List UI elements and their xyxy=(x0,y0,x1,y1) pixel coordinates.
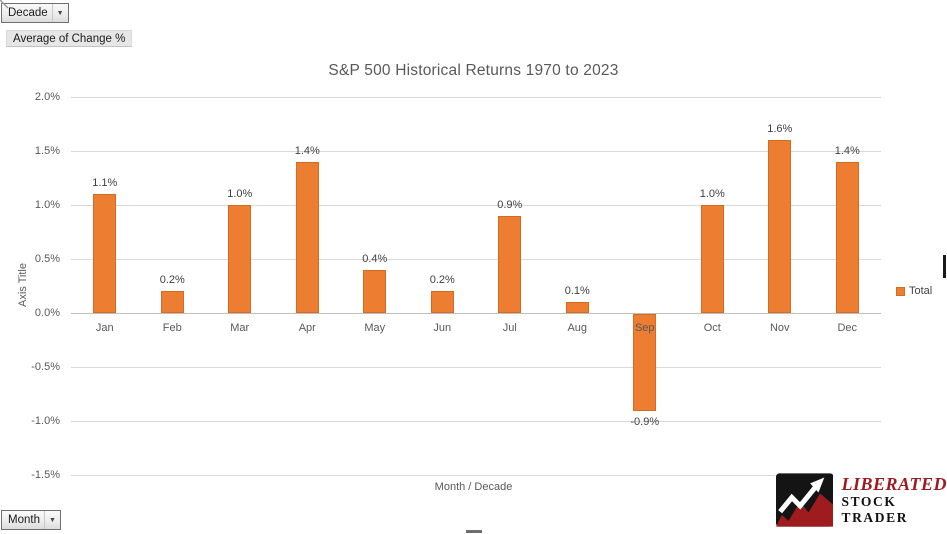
sheet-corner-mark xyxy=(0,0,9,9)
bar-apr[interactable] xyxy=(295,161,319,313)
data-label-mar: 1.0% xyxy=(227,188,253,200)
y-tick-label: 1.0% xyxy=(34,199,60,211)
bar-jun[interactable] xyxy=(430,291,454,313)
y-tick-label: 1.5% xyxy=(34,145,60,157)
bar-feb[interactable] xyxy=(160,291,184,313)
data-label-nov: 1.6% xyxy=(767,123,793,136)
chevron-down-icon[interactable]: ▼ xyxy=(51,4,68,22)
x-axis-line xyxy=(71,313,881,314)
y-tick-label: 2.0% xyxy=(34,91,60,103)
vertical-scrollbar-thumb[interactable] xyxy=(943,255,946,278)
data-label-apr: 1.4% xyxy=(294,144,320,157)
x-axis-title: Month / Decade xyxy=(434,481,513,493)
liberated-stock-trader-logo: LIBERATED STOCK TRADER xyxy=(775,466,947,534)
logo-text: LIBERATED STOCK TRADER xyxy=(841,474,947,526)
category-label-aug: Aug xyxy=(567,322,588,334)
gridline xyxy=(71,97,881,98)
bar-oct[interactable] xyxy=(700,205,724,313)
category-label-jul: Jul xyxy=(502,322,517,334)
gridline xyxy=(71,475,881,476)
category-label-dec: Dec xyxy=(837,322,858,334)
category-label-oct: Oct xyxy=(703,322,721,334)
category-label-apr: Apr xyxy=(298,322,316,334)
legend-label: Total xyxy=(909,285,933,297)
data-label-sep: -0.9% xyxy=(630,416,660,429)
y-tick-label: -0.5% xyxy=(31,361,60,373)
category-label-jan: Jan xyxy=(95,322,114,334)
data-label-may: 0.4% xyxy=(362,252,388,265)
data-label-jul: 0.9% xyxy=(497,198,523,211)
bar-jan[interactable] xyxy=(93,194,117,313)
bar-dec[interactable] xyxy=(835,161,859,313)
value-field-button[interactable]: Average of Change % xyxy=(6,30,133,47)
y-tick-label: 0.0% xyxy=(34,307,60,319)
data-label-oct: 1.0% xyxy=(699,188,725,200)
bar-mar[interactable] xyxy=(228,205,252,313)
stock-arrow-icon xyxy=(776,473,834,527)
gridline xyxy=(71,151,881,152)
gridline xyxy=(71,421,881,422)
data-label-dec: 1.4% xyxy=(834,144,860,157)
logo-line2: STOCK TRADER xyxy=(841,494,909,525)
logo-line1: LIBERATED xyxy=(841,474,947,494)
legend[interactable]: Total xyxy=(896,285,932,297)
y-tick-label: 0.5% xyxy=(34,253,60,265)
category-label-sep: Sep xyxy=(634,322,655,334)
category-label-mar: Mar xyxy=(230,322,250,334)
category-label-jun: Jun xyxy=(433,322,452,334)
y-axis-title: Axis Title xyxy=(17,263,29,308)
data-label-feb: 0.2% xyxy=(159,274,185,287)
legend-swatch-icon xyxy=(896,286,905,296)
month-filter-button[interactable]: Month ▼ xyxy=(1,510,61,530)
category-label-nov: Nov xyxy=(769,322,790,334)
gridline xyxy=(71,367,881,368)
category-label-may: May xyxy=(364,322,386,334)
gridline xyxy=(71,205,881,206)
y-tick-label: -1.5% xyxy=(31,469,60,481)
data-label-aug: 0.1% xyxy=(564,285,590,298)
decade-filter-label: Decade xyxy=(8,7,48,19)
category-label-feb: Feb xyxy=(162,322,182,334)
bar-may[interactable] xyxy=(363,269,387,313)
gridline xyxy=(71,259,881,260)
bar-nov[interactable] xyxy=(768,140,792,313)
bar-aug[interactable] xyxy=(565,302,589,313)
month-filter-label: Month xyxy=(8,514,40,526)
data-label-jan: 1.1% xyxy=(92,177,118,190)
value-field-label: Average of Change % xyxy=(13,32,126,45)
data-label-jun: 0.2% xyxy=(429,274,455,287)
chevron-down-icon[interactable]: ▼ xyxy=(43,511,60,529)
horizontal-scrollbar-thumb[interactable] xyxy=(466,530,482,533)
bar-jul[interactable] xyxy=(498,215,522,313)
y-tick-label: -1.0% xyxy=(31,415,60,427)
bar-sep[interactable] xyxy=(633,314,657,412)
decade-filter-button[interactable]: Decade ▼ xyxy=(1,3,69,23)
chart-title: S&P 500 Historical Returns 1970 to 2023 xyxy=(328,62,619,79)
